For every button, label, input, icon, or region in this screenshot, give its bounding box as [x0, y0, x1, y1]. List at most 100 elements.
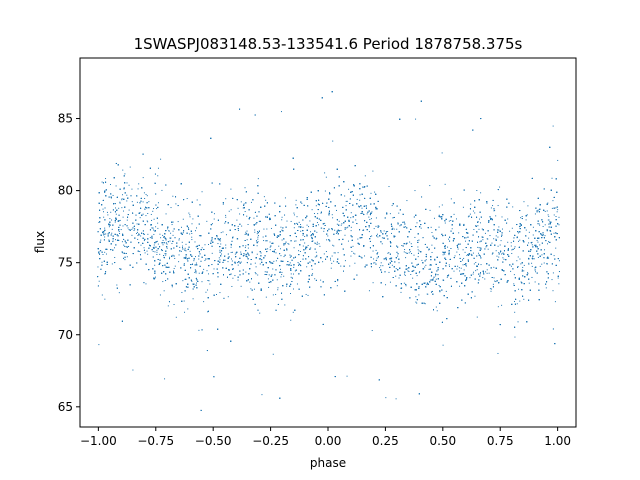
scatter-point — [249, 281, 251, 283]
scatter-point — [379, 267, 381, 269]
scatter-point — [429, 279, 431, 281]
scatter-point — [196, 227, 198, 229]
scatter-point — [168, 230, 170, 232]
scatter-point — [401, 245, 403, 247]
scatter-point — [166, 247, 168, 249]
scatter-point — [139, 251, 141, 253]
scatter-point — [267, 248, 269, 250]
scatter-point — [346, 200, 348, 202]
scatter-point — [304, 235, 306, 237]
scatter-point — [448, 264, 450, 266]
scatter-point — [208, 280, 210, 282]
scatter-point — [441, 152, 443, 154]
scatter-point — [557, 159, 559, 161]
scatter-point — [472, 210, 474, 212]
scatter-point — [398, 262, 400, 264]
scatter-point — [392, 227, 394, 229]
scatter-point — [213, 213, 215, 215]
scatter-point — [114, 221, 116, 223]
scatter-point — [525, 229, 527, 231]
scatter-point — [247, 296, 249, 298]
scatter-point — [172, 254, 174, 256]
scatter-point — [335, 232, 337, 234]
scatter-point — [335, 209, 337, 211]
scatter-point — [419, 271, 421, 273]
scatter-point — [495, 238, 497, 240]
scatter-point — [385, 397, 387, 399]
scatter-point — [281, 239, 283, 241]
scatter-point — [194, 269, 196, 271]
scatter-point — [167, 228, 169, 230]
scatter-point — [246, 215, 248, 217]
scatter-point — [210, 240, 212, 242]
scatter-point — [348, 220, 350, 222]
scatter-point — [290, 319, 292, 321]
scatter-point — [385, 257, 387, 259]
scatter-point — [237, 279, 239, 281]
scatter-point — [494, 209, 496, 211]
scatter-point — [398, 212, 400, 214]
scatter-point — [497, 236, 499, 238]
scatter-point — [122, 194, 124, 196]
scatter-point — [325, 251, 327, 253]
scatter-point — [451, 228, 453, 230]
scatter-point — [557, 277, 559, 279]
scatter-point — [243, 254, 245, 256]
scatter-point — [344, 195, 346, 197]
scatter-point — [253, 217, 255, 219]
scatter-point — [265, 262, 267, 264]
scatter-point — [458, 232, 460, 234]
scatter-point — [389, 281, 391, 283]
scatter-point — [526, 214, 528, 216]
scatter-point — [418, 272, 420, 274]
scatter-point — [404, 249, 406, 251]
scatter-point — [301, 202, 303, 204]
scatter-point — [350, 226, 352, 228]
scatter-point — [552, 200, 554, 202]
scatter-point — [393, 235, 395, 237]
scatter-point — [140, 235, 142, 237]
scatter-point — [192, 218, 194, 220]
scatter-point — [302, 234, 304, 236]
scatter-point — [447, 246, 449, 248]
scatter-point — [257, 238, 259, 240]
scatter-point — [497, 245, 499, 247]
scatter-point — [280, 268, 281, 270]
scatter-point — [475, 261, 477, 263]
scatter-point — [220, 232, 222, 234]
scatter-point — [417, 249, 419, 251]
scatter-point — [107, 214, 109, 216]
scatter-point — [374, 262, 376, 264]
scatter-point — [551, 279, 553, 281]
scatter-point — [207, 311, 209, 313]
scatter-point — [247, 223, 249, 225]
scatter-point — [207, 280, 209, 281]
scatter-point — [272, 353, 274, 355]
scatter-point — [187, 308, 189, 310]
scatter-point — [518, 226, 520, 228]
scatter-point — [185, 243, 187, 245]
scatter-point — [129, 166, 131, 168]
scatter-point — [293, 214, 295, 216]
scatter-point — [244, 233, 246, 235]
scatter-point — [281, 216, 283, 218]
scatter-point — [455, 218, 457, 220]
scatter-point — [376, 257, 378, 259]
scatter-point — [333, 245, 335, 247]
scatter-point — [479, 241, 481, 243]
scatter-point — [370, 236, 372, 238]
scatter-point — [429, 185, 431, 187]
scatter-point — [105, 178, 107, 180]
scatter-point — [387, 252, 389, 254]
scatter-point — [283, 256, 285, 258]
scatter-point — [142, 201, 144, 203]
scatter-point — [517, 232, 519, 234]
scatter-point — [375, 249, 377, 251]
scatter-point — [147, 253, 149, 255]
scatter-point — [153, 233, 155, 235]
scatter-point — [222, 231, 224, 233]
scatter-point — [457, 248, 459, 250]
scatter-point — [406, 268, 408, 270]
scatter-point — [101, 261, 103, 263]
scatter-point — [182, 232, 184, 234]
